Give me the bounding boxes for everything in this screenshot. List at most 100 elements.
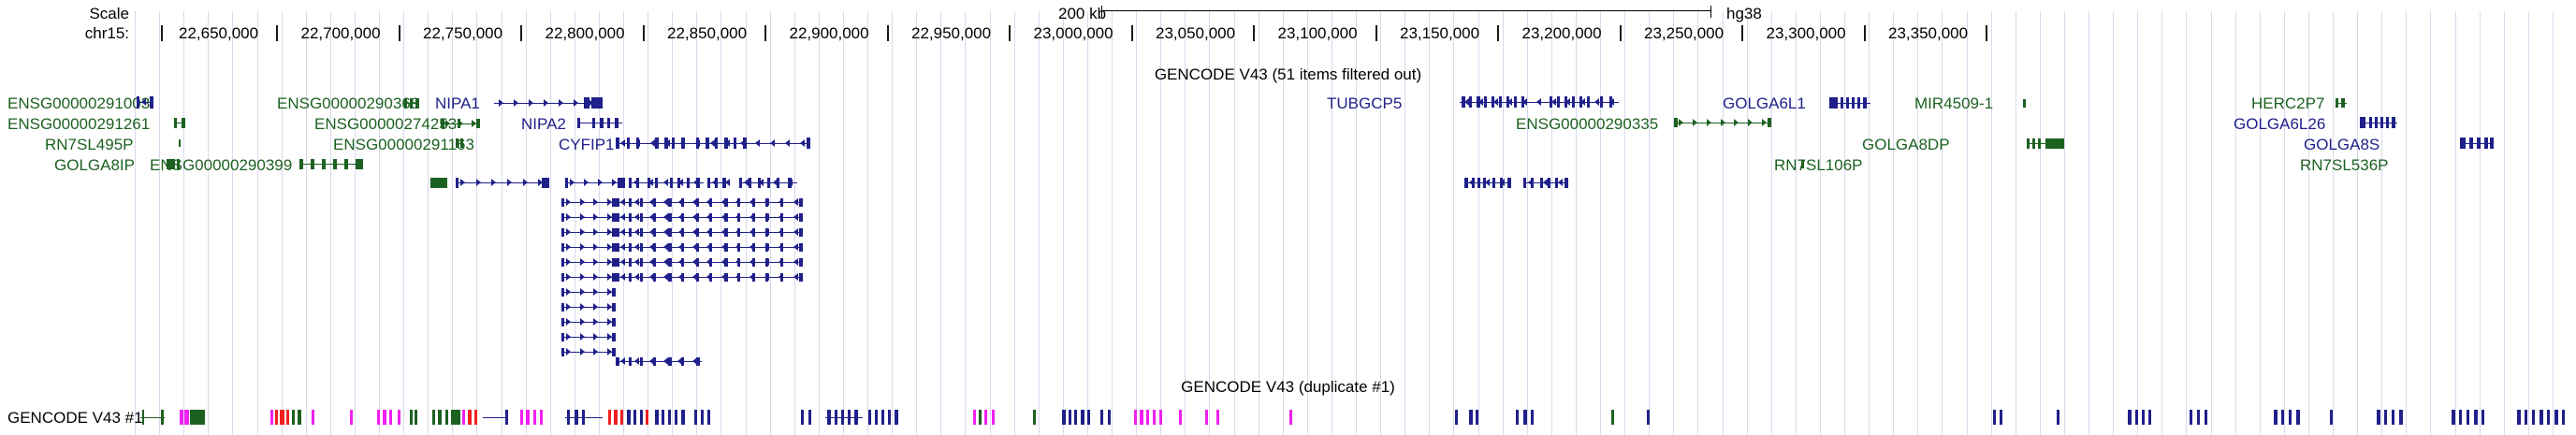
ruler-tick [1375,25,1377,41]
gene-exon [752,273,755,282]
gene-label-mir4509-1[interactable]: MIR4509-1 [1914,94,1994,112]
gene-label-ensg00000290335[interactable]: ENSG00000290335 [1516,115,1659,133]
strand-arrow [584,179,589,186]
gene-exon [1846,97,1849,109]
gene-label-ensg00000291261[interactable]: ENSG00000291261 [7,115,151,133]
gene-exon [737,273,740,282]
gene-exon [1674,118,1678,127]
strand-arrow [579,273,585,281]
strand-arrow [648,198,654,206]
strand-arrow [593,243,598,251]
strand-arrow [691,213,697,221]
gene-exon [542,178,546,188]
strand-arrow [593,198,598,206]
gene-label-golga6l1[interactable]: GOLGA6L1 [1723,94,1806,112]
dense-feature [2296,410,2300,425]
gene-exon [612,273,616,282]
dense-feature [694,410,697,425]
strand-arrow [544,99,548,107]
strand-arrow [620,357,625,365]
gene-exon [668,228,672,237]
strand-arrow [720,258,726,266]
ruler-tick-label: 22,950,000 [911,24,992,42]
ruler-tick-label: 23,050,000 [1156,24,1236,42]
strand-arrow [648,228,654,236]
strand-arrow [472,120,476,127]
gene-label-golga8s[interactable]: GOLGA8S [2304,136,2380,153]
gene-exon [687,178,690,188]
dense-feature [668,410,671,425]
gene-label-nipa1[interactable]: NIPA1 [435,94,480,112]
gene-label-golga8ip[interactable]: GOLGA8IP [54,156,135,174]
strand-arrow [499,99,503,107]
dense-feature [707,410,710,425]
strand-arrow [678,179,683,186]
gene-exon [677,178,680,188]
gene-label-golga6l26[interactable]: GOLGA6L26 [2234,115,2326,133]
gene-label-nipa2[interactable]: NIPA2 [521,115,566,133]
strand-arrow [1507,98,1513,106]
dense-feature [841,410,844,425]
gene-label-cyfip1[interactable]: CYFIP1 [559,136,615,153]
dense-feature [801,410,804,425]
strand-arrow [750,273,755,281]
gene-intron-line [456,143,463,144]
gene-exon [681,228,684,237]
gene-exon [681,273,684,282]
strand-arrow [634,258,640,266]
gene-label-ensg00000274253[interactable]: ENSG00000274253 [314,115,458,133]
dense-feature [180,410,183,425]
gene-label-ensg00000291003[interactable]: ENSG00000291003 [7,94,151,112]
gene-label-rn7sl495p[interactable]: RN7SL495P [45,136,134,153]
strand-arrow [648,273,654,281]
dense-feature [620,410,623,425]
gene-exon [612,288,616,297]
gene-exon [2375,117,2378,128]
gene-exon [653,198,656,207]
gene-exon [612,213,616,222]
gene-exon [612,348,616,356]
dense-feature [701,410,704,425]
ruler-tick-label: 22,650,000 [179,24,259,42]
dense-feature [415,410,417,425]
dense-feature [881,410,884,425]
strand-arrow [706,228,712,236]
gene-label-herc2p7[interactable]: HERC2P7 [2251,94,2325,112]
strand-arrow [620,198,625,206]
strand-arrow [720,198,726,206]
dense-feature [808,410,811,425]
dense-feature [675,410,677,425]
dense-feature [1087,410,1090,425]
strand-arrow [620,213,625,221]
dense-feature [1993,410,1996,425]
gene-exon [607,118,610,128]
gene-exon [752,198,755,207]
gene-label-ensg00000290399[interactable]: ENSG00000290399 [150,156,293,174]
strand-arrow [529,99,533,107]
gene-label-ensg00000290368[interactable]: ENSG00000290368 [277,94,420,112]
gene-label-ensg00000291163[interactable]: ENSG00000291163 [333,136,474,153]
gene-exon [752,228,755,237]
strand-arrow [606,198,612,206]
dense-feature [2142,410,2145,425]
gene-exon [561,348,564,356]
ruler-tick-label: 23,250,000 [1644,24,1725,42]
gene-exon [1472,178,1475,188]
dense-feature [575,410,578,425]
dense-feature [1611,410,1614,425]
strand-arrow [663,273,669,281]
gene-label-rn7sl536p[interactable]: RN7SL536P [2300,156,2389,174]
strand-arrow [606,228,612,236]
gene-label-rn7sl106p[interactable]: RN7SL106P [1774,156,1863,174]
gene-label-golga8dp[interactable]: GOLGA8DP [1862,136,1950,153]
gene-exon [1507,178,1511,188]
gene-exon [1829,97,1838,109]
gene-exon [1477,178,1480,188]
gene-exon [600,118,604,128]
gene-label-tubgcp5[interactable]: TUBGCP5 [1327,94,1403,112]
dense-feature [350,410,353,425]
dense-feature [398,410,400,425]
gene-exon [410,98,413,109]
strand-arrow [677,243,683,251]
dense-feature [2135,410,2138,425]
